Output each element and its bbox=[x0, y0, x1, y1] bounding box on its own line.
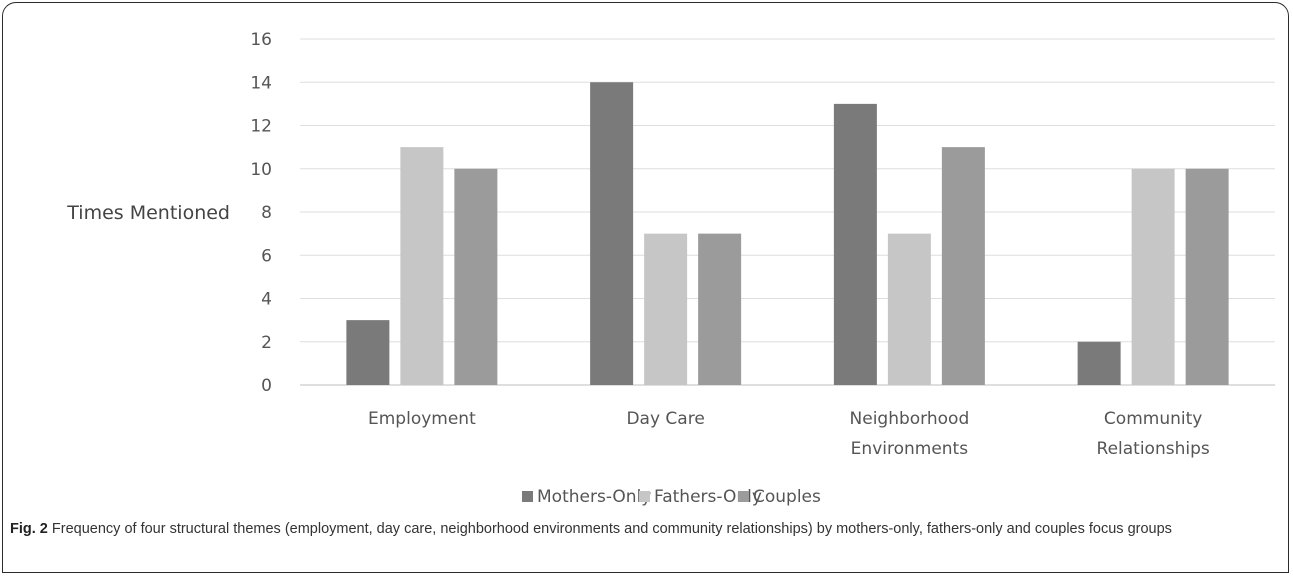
y-axis-ticks: 0 2 4 6 8 10 12 14 16 bbox=[250, 30, 272, 396]
bar-couples-3 bbox=[1185, 168, 1229, 385]
legend-item: Mothers-Only bbox=[522, 487, 651, 507]
bar-fathers-only-0 bbox=[400, 147, 444, 385]
x-tick-label: Employment bbox=[368, 409, 476, 429]
bar-couples-0 bbox=[454, 168, 498, 385]
legend-label: Fathers-Only bbox=[654, 487, 762, 507]
legend-swatch bbox=[738, 491, 749, 502]
x-tick-label: Environments bbox=[851, 439, 969, 459]
x-tick-label: Community bbox=[1104, 409, 1202, 429]
bar-mothers-only-2 bbox=[833, 103, 877, 385]
bars bbox=[346, 82, 1229, 385]
bar-mothers-only-3 bbox=[1077, 341, 1121, 385]
legend-swatch bbox=[522, 491, 533, 502]
y-tick-label: 2 bbox=[261, 333, 272, 353]
bar-couples-2 bbox=[941, 147, 985, 385]
y-tick-label: 6 bbox=[261, 246, 272, 266]
legend-label: Couples bbox=[753, 487, 821, 507]
x-tick-label: Relationships bbox=[1097, 439, 1210, 459]
bar-fathers-only-1 bbox=[644, 233, 688, 385]
x-tick-label: Neighborhood bbox=[850, 409, 970, 429]
caption-text: Frequency of four structural themes (emp… bbox=[51, 521, 1172, 537]
y-tick-label: 16 bbox=[250, 30, 272, 50]
legend-label: Mothers-Only bbox=[537, 487, 651, 507]
y-tick-label: 12 bbox=[250, 117, 272, 137]
y-tick-label: 0 bbox=[261, 376, 272, 396]
bar-mothers-only-1 bbox=[590, 82, 634, 385]
bar-fathers-only-2 bbox=[887, 233, 931, 385]
legend-item: Fathers-Only bbox=[639, 487, 762, 507]
bar-couples-1 bbox=[698, 233, 742, 385]
figure-caption: Fig. 2 Frequency of four structural them… bbox=[10, 519, 1270, 539]
legend-swatch bbox=[639, 491, 650, 502]
bar-fathers-only-3 bbox=[1131, 168, 1175, 385]
y-tick-label: 10 bbox=[250, 160, 272, 180]
y-tick-label: 8 bbox=[261, 203, 272, 223]
y-tick-label: 14 bbox=[250, 73, 272, 93]
gridlines bbox=[300, 38, 1275, 386]
legend-item: Couples bbox=[738, 487, 821, 507]
figure-label: Fig. 2 bbox=[10, 521, 48, 537]
y-axis-label: Times Mentioned bbox=[66, 202, 230, 224]
bar-mothers-only-0 bbox=[346, 320, 390, 385]
x-tick-label: Day Care bbox=[626, 409, 704, 429]
x-axis-labels: Employment Day Care Neighborhood Environmen… bbox=[368, 409, 1210, 459]
y-tick-label: 4 bbox=[261, 290, 272, 310]
